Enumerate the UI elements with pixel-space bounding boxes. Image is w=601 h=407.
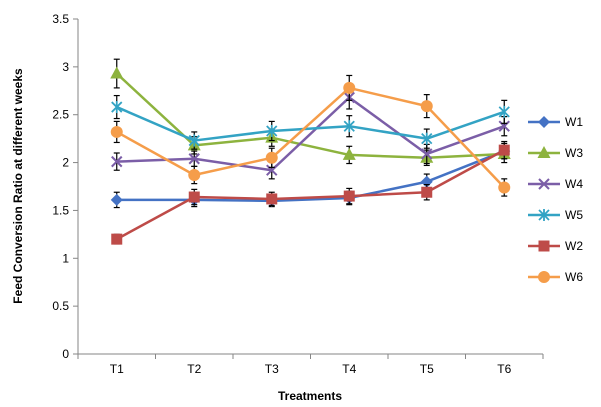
data-point bbox=[188, 134, 200, 147]
legend-marker bbox=[538, 240, 550, 252]
series-line bbox=[116, 149, 505, 203]
series-w6 bbox=[110, 74, 511, 197]
x-tick-label: T6 bbox=[497, 362, 511, 376]
data-point bbox=[266, 164, 278, 176]
legend-label: W3 bbox=[565, 146, 583, 160]
y-tick-label: 2 bbox=[62, 156, 69, 170]
data-point bbox=[498, 105, 510, 118]
series-w5 bbox=[111, 94, 510, 150]
series-w3 bbox=[110, 58, 511, 167]
series-line bbox=[116, 86, 506, 189]
x-ticks: T1 T2 T3 T4 T5 T6 bbox=[77, 354, 544, 376]
data-point bbox=[265, 151, 278, 164]
data-point bbox=[188, 169, 201, 182]
x-tick-label: T1 bbox=[110, 362, 124, 376]
data-point bbox=[111, 155, 123, 168]
data-point bbox=[421, 132, 433, 145]
series-w2 bbox=[111, 140, 510, 245]
data-point bbox=[110, 193, 123, 206]
data-point bbox=[188, 153, 200, 165]
legend-item-w4: W4 bbox=[528, 177, 583, 191]
axes bbox=[77, 19, 543, 355]
legend-marker bbox=[538, 209, 550, 221]
data-point bbox=[110, 125, 123, 138]
y-tick-label: 1.5 bbox=[52, 203, 69, 217]
legend-marker bbox=[538, 271, 550, 283]
legend-item-w2: W2 bbox=[528, 239, 583, 253]
x-tick-label: T3 bbox=[265, 362, 279, 376]
legend-marker bbox=[538, 178, 550, 190]
y-tick-label: 0.5 bbox=[52, 299, 69, 313]
legend-item-w5: W5 bbox=[528, 208, 583, 222]
legend-marker bbox=[538, 116, 550, 128]
series-w4 bbox=[111, 85, 510, 180]
y-ticks: 0 0.5 1 1.5 2 2.5 3 3.5 bbox=[52, 12, 78, 361]
data-point bbox=[111, 101, 123, 114]
x-tick-label: T5 bbox=[420, 362, 434, 376]
y-tick-label: 1 bbox=[62, 251, 69, 265]
legend-item-w6: W6 bbox=[528, 270, 583, 284]
series-line bbox=[116, 105, 505, 142]
legend-marker bbox=[537, 146, 551, 158]
y-tick-label: 3 bbox=[62, 60, 69, 74]
x-tick-label: T2 bbox=[187, 362, 201, 376]
legend-label: W4 bbox=[565, 177, 583, 191]
data-point bbox=[266, 124, 278, 137]
legend-item-w3: W3 bbox=[528, 146, 583, 160]
series-line bbox=[116, 96, 505, 172]
series-layer bbox=[110, 58, 511, 245]
data-point bbox=[343, 190, 355, 202]
legend-label: W5 bbox=[565, 208, 583, 222]
data-point bbox=[266, 193, 278, 205]
legend: W1 W3 W4 W5 W2 W6 bbox=[528, 115, 583, 284]
data-point bbox=[421, 186, 433, 198]
data-point bbox=[498, 144, 510, 156]
series-line bbox=[116, 149, 505, 241]
data-point bbox=[188, 191, 200, 203]
data-point bbox=[498, 120, 510, 132]
legend-label: W1 bbox=[565, 115, 583, 129]
legend-item-w1: W1 bbox=[528, 115, 583, 129]
legend-label: W2 bbox=[565, 239, 583, 253]
y-tick-label: 2.5 bbox=[52, 108, 69, 122]
data-point bbox=[343, 120, 355, 133]
data-point bbox=[343, 81, 356, 94]
x-tick-label: T4 bbox=[342, 362, 356, 376]
data-point bbox=[420, 100, 433, 113]
x-axis-title: Treatments bbox=[278, 389, 342, 403]
data-point bbox=[342, 147, 356, 160]
data-point bbox=[498, 181, 511, 194]
y-axis-title: Feed Conversion Ratio at different weeks bbox=[11, 68, 25, 304]
y-tick-label: 3.5 bbox=[52, 12, 69, 26]
data-point bbox=[111, 233, 123, 245]
y-tick-label: 0 bbox=[62, 347, 69, 361]
data-point bbox=[110, 66, 124, 79]
legend-label: W6 bbox=[565, 270, 583, 284]
series-line bbox=[115, 72, 505, 160]
data-point bbox=[421, 148, 433, 160]
